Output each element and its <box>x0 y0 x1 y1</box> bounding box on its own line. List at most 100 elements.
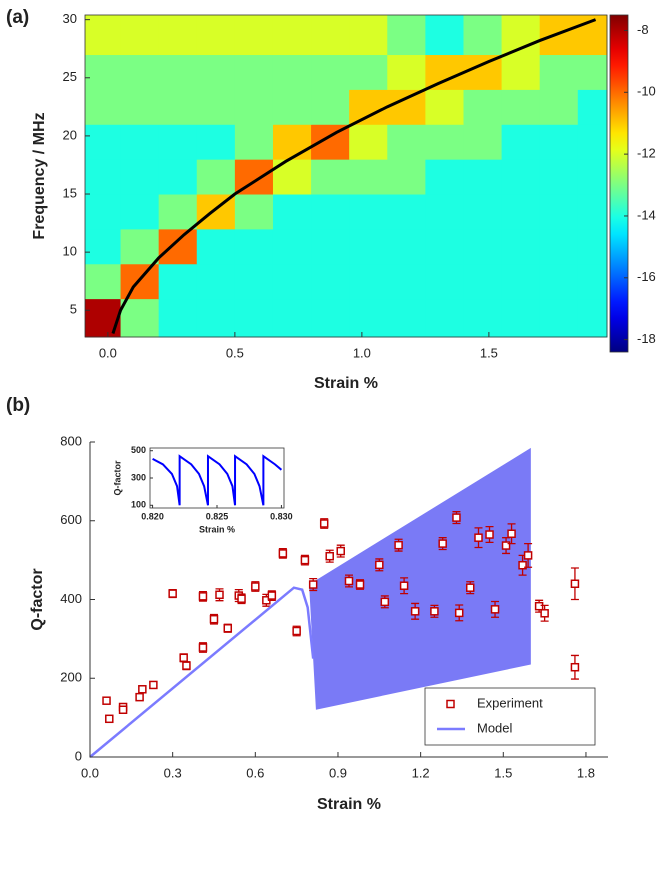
data-point <box>465 583 475 592</box>
data-point <box>490 605 500 614</box>
heatmap-cell <box>196 89 236 125</box>
plot <box>150 448 284 508</box>
heatmap-cell <box>463 298 503 338</box>
heatmap-cell <box>425 194 464 230</box>
heatmap-cell <box>425 228 464 265</box>
x-tick-label: 1.8 <box>577 765 595 780</box>
data-point <box>182 661 191 670</box>
heatmap-cell <box>196 263 236 300</box>
heatmap-cell <box>311 54 350 90</box>
y-tick-label: 0 <box>75 748 82 763</box>
heatmap-cell <box>501 298 541 338</box>
heatmap-cell <box>349 54 388 90</box>
heatmap-cell <box>349 194 388 230</box>
heatmap-cell <box>349 89 388 125</box>
heatmap-cell <box>234 228 274 265</box>
heatmap-cell <box>349 228 388 265</box>
heatmap-cell <box>577 89 608 125</box>
heatmap-cell <box>120 124 160 160</box>
heatmap-cell <box>158 194 198 230</box>
data-point <box>215 590 224 600</box>
heatmap-cell <box>501 194 541 230</box>
heatmap-cell <box>463 194 503 230</box>
heatmap-cell <box>387 54 426 90</box>
x-tick-label: 0.0 <box>81 765 99 780</box>
heatmap-cell <box>501 263 541 300</box>
heatmap-cell <box>120 298 160 338</box>
heatmap-cell <box>120 194 160 230</box>
data-point <box>507 529 516 538</box>
x-axis-label: Strain % <box>317 796 381 813</box>
data-point <box>438 539 447 548</box>
data-point <box>278 549 288 558</box>
heatmap-cell <box>501 89 541 125</box>
heatmap-cell <box>120 15 160 56</box>
heatmap-cell <box>85 194 122 230</box>
y-tick-label: 100 <box>131 500 146 510</box>
heatmap-cell <box>158 89 198 125</box>
data-point <box>223 623 233 633</box>
heatmap-cell <box>311 194 350 230</box>
heatmap-cell <box>425 89 464 125</box>
y-tick-label: 20 <box>63 127 77 142</box>
heatmap-cell <box>85 263 122 300</box>
data-point <box>534 601 544 611</box>
data-point <box>523 551 533 560</box>
data-point <box>380 597 390 607</box>
colorbar-tick-label: -12 <box>637 146 656 161</box>
heatmap-cell <box>425 15 464 56</box>
y-tick-label: 300 <box>131 472 146 482</box>
x-axis-label: Strain % <box>314 375 378 392</box>
y-tick-label: 400 <box>60 591 82 606</box>
heatmap-cell <box>272 54 312 90</box>
heatmap-cell <box>539 298 579 338</box>
heatmap-cell <box>463 228 503 265</box>
heatmap-cell <box>196 54 236 90</box>
heatmap-cell <box>158 15 198 56</box>
heatmap-cell <box>539 228 579 265</box>
legend-swatch <box>446 699 455 709</box>
heatmap-cell <box>234 194 274 230</box>
heatmap-cell <box>577 54 608 90</box>
colorbar-tick-label: -18 <box>637 331 656 346</box>
panel-label: (a) <box>6 7 29 28</box>
heatmap-cell <box>120 54 160 90</box>
plot <box>89 447 580 758</box>
heatmap-cell <box>158 263 198 300</box>
heatmap-cell <box>85 159 122 195</box>
heatmap-cell <box>311 89 350 125</box>
heatmap-cell <box>272 124 312 160</box>
data-point <box>570 662 580 672</box>
data-point <box>102 696 111 705</box>
data-point <box>452 513 461 522</box>
heatmap-cell <box>85 15 122 56</box>
heatmap-cell <box>425 54 464 90</box>
heatmap-cell <box>234 124 274 160</box>
plot <box>85 15 608 338</box>
plot-frame <box>84 14 608 338</box>
data-point <box>237 594 246 603</box>
colorbar <box>609 14 629 353</box>
data-point <box>251 582 260 591</box>
heatmap-cell <box>272 194 312 230</box>
heatmap-cell <box>539 194 579 230</box>
x-tick-label: 0.5 <box>226 345 244 360</box>
heatmap-cell <box>272 89 312 125</box>
x-tick-label: 0.6 <box>246 765 264 780</box>
model-band <box>309 447 531 710</box>
heatmap-cell <box>85 298 122 338</box>
x-tick-label: 1.5 <box>494 765 512 780</box>
heatmap-cell <box>425 298 464 338</box>
heatmap-cell <box>234 263 274 300</box>
heatmap-cell <box>387 263 426 300</box>
heatmap-cell <box>311 263 350 300</box>
heatmap-cell <box>272 263 312 300</box>
heatmap-cell <box>234 15 274 56</box>
data-point <box>308 580 318 589</box>
y-tick-label: 15 <box>63 185 77 200</box>
heatmap-cell <box>349 263 388 300</box>
colorbar-tick-label: -10 <box>637 84 656 99</box>
heatmap-cell <box>158 54 198 90</box>
x-tick-label: 0.9 <box>329 765 347 780</box>
y-axis-label: Frequency / MHz <box>31 112 48 239</box>
